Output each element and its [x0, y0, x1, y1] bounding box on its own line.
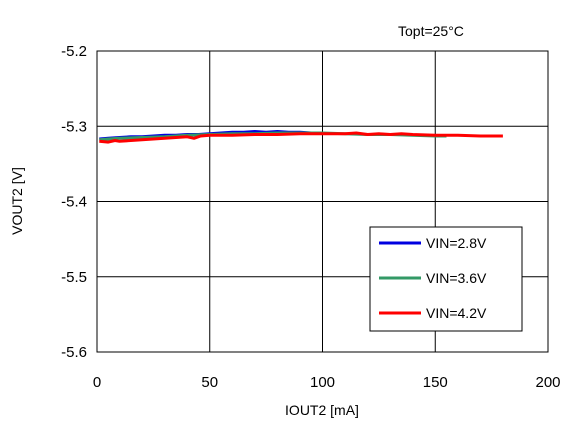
x-axis-label: IOUT2 [mA] [285, 402, 359, 418]
series-line-3 [99, 131, 503, 144]
y-tick-label: -5.4 [61, 194, 87, 211]
legend-label-1: VIN=2.8V [426, 235, 487, 251]
temperature-annotation: Topt=25°C [398, 23, 464, 39]
y-tick-label: -5.6 [61, 344, 87, 361]
series-lines [99, 130, 503, 144]
x-tick-label: 0 [93, 374, 101, 391]
x-tick-label: 100 [310, 374, 335, 391]
legend-label-3: VIN=4.2V [426, 305, 487, 321]
legend: VIN=2.8V VIN=3.6V VIN=4.2V [369, 226, 523, 332]
y-tick-label: -5.5 [61, 269, 87, 286]
y-axis-label: VOUT2 [V] [9, 167, 25, 235]
plot-frame [96, 50, 549, 353]
y-tick-label: -5.2 [61, 43, 87, 60]
x-tick-label: 200 [535, 374, 560, 391]
x-tick-label: 150 [423, 374, 448, 391]
x-tick-labels: 0 50 100 150 200 [93, 374, 561, 391]
y-tick-label: -5.3 [61, 118, 87, 135]
y-tick-labels: -5.2 -5.3 -5.4 -5.5 -5.6 [61, 43, 87, 361]
legend-label-2: VIN=3.6V [426, 270, 487, 286]
x-tick-label: 50 [201, 374, 218, 391]
